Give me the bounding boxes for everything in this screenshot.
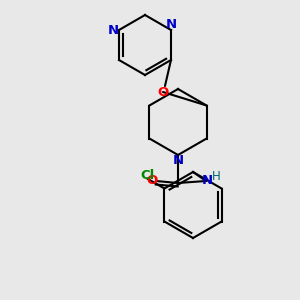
Text: O: O xyxy=(158,85,169,98)
Text: N: N xyxy=(165,19,176,32)
Text: N: N xyxy=(107,23,118,37)
Text: N: N xyxy=(172,154,184,167)
Text: O: O xyxy=(146,175,158,188)
Text: N: N xyxy=(201,173,213,187)
Text: Cl: Cl xyxy=(140,169,154,182)
Text: H: H xyxy=(212,170,220,184)
